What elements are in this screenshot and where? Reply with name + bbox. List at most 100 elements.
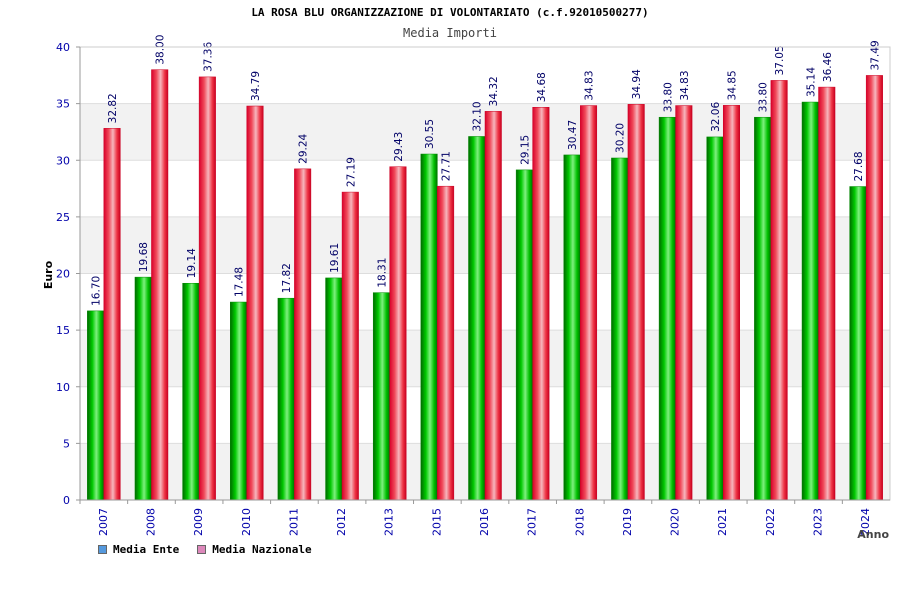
bar-media-nazionale — [151, 69, 169, 501]
bar-media-nazionale — [722, 105, 740, 501]
data-label: 18.31 — [376, 258, 388, 288]
x-axis-label: Anno — [857, 528, 889, 541]
bar-media-ente — [849, 186, 867, 501]
bar-media-nazionale — [389, 166, 407, 501]
bars: 16.70 32.82 19.68 38.00 19.14 37.36 17.48 34.79… — [87, 35, 883, 501]
bar-media-ente — [658, 116, 676, 501]
x-tick-label: 2019 — [621, 508, 634, 536]
data-label: 17.82 — [281, 263, 293, 293]
x-tick-label: 2022 — [764, 508, 777, 536]
legend-item-ente: Media Ente — [98, 543, 179, 556]
data-label: 19.68 — [138, 242, 150, 272]
data-label: 34.79 — [250, 71, 262, 101]
x-tick-label: 2017 — [526, 508, 539, 536]
x-tick-label: 2012 — [335, 508, 348, 536]
y-tick-label: 5 — [63, 437, 70, 450]
data-label: 19.14 — [186, 248, 198, 278]
bar-media-nazionale — [484, 111, 502, 501]
data-label: 29.15 — [519, 135, 531, 165]
data-label: 30.47 — [567, 120, 579, 150]
bar-media-ente — [277, 297, 295, 501]
bar-media-nazionale — [770, 80, 788, 501]
data-label: 36.46 — [822, 52, 834, 82]
bar-media-nazionale — [532, 106, 550, 501]
bar-media-ente — [230, 301, 248, 501]
data-label: 38.00 — [155, 35, 167, 65]
bar-media-nazionale — [818, 86, 836, 501]
bar-media-ente — [515, 169, 533, 501]
data-label: 27.71 — [441, 151, 453, 181]
bar-media-nazionale — [341, 191, 359, 501]
legend: Media Ente Media Nazionale — [98, 543, 312, 556]
x-tick-label: 2023 — [812, 508, 825, 536]
bar-media-ente — [134, 276, 152, 501]
bar-media-nazionale — [103, 128, 121, 501]
data-label: 30.20 — [615, 123, 627, 153]
bar-media-ente — [87, 310, 105, 501]
bar-media-nazionale — [627, 104, 645, 501]
data-label: 33.80 — [758, 82, 770, 112]
x-tick-label: 2013 — [383, 508, 396, 536]
x-tick-label: 2011 — [287, 508, 300, 536]
y-tick-label: 20 — [56, 268, 70, 281]
data-label: 34.94 — [631, 69, 643, 99]
data-label: 30.55 — [424, 119, 436, 149]
data-label: 34.68 — [536, 72, 548, 102]
data-label: 19.61 — [329, 243, 341, 273]
data-label: 34.83 — [679, 70, 691, 100]
y-axis-label: Euro — [42, 260, 55, 289]
data-label: 37.05 — [774, 45, 786, 75]
legend-label-nazionale: Media Nazionale — [212, 543, 312, 556]
bar-media-nazionale — [294, 168, 312, 501]
x-tick-label: 2020 — [669, 508, 682, 536]
data-label: 37.36 — [202, 42, 214, 72]
bar-media-ente — [706, 136, 724, 501]
data-label: 35.14 — [805, 67, 817, 97]
legend-item-nazionale: Media Nazionale — [197, 543, 312, 556]
bar-media-nazionale — [198, 76, 216, 501]
bar-media-ente — [563, 154, 581, 501]
y-tick-label: 10 — [56, 381, 70, 394]
data-label: 34.32 — [488, 76, 500, 106]
y-tick-label: 30 — [56, 154, 70, 167]
bar-media-nazionale — [580, 105, 598, 501]
bar-media-nazionale — [437, 185, 455, 501]
y-tick-label: 25 — [56, 211, 70, 224]
axes: 0 5 10 15 20 25 30 35 40 2007 2008 2009 2010 2011 2012… — [56, 41, 891, 536]
data-label: 27.68 — [853, 151, 865, 181]
data-label: 16.70 — [91, 276, 103, 306]
x-tick-label: 2008 — [144, 508, 157, 536]
data-label: 29.43 — [393, 132, 405, 162]
x-tick-label: 2009 — [192, 508, 205, 536]
data-label: 17.48 — [234, 267, 246, 297]
legend-label-ente: Media Ente — [113, 543, 180, 556]
x-tick-label: 2021 — [716, 508, 729, 536]
bar-media-nazionale — [675, 105, 693, 501]
bar-media-ente — [372, 292, 390, 501]
data-label: 34.83 — [584, 70, 596, 100]
data-label: 32.82 — [107, 93, 119, 123]
x-tick-label: 2016 — [478, 508, 491, 536]
y-tick-label: 35 — [56, 98, 70, 111]
chart-subtitle: Media Importi — [403, 26, 497, 40]
x-tick-label: 2024 — [859, 508, 872, 536]
bar-media-nazionale — [246, 105, 264, 501]
data-label: 29.24 — [298, 133, 310, 163]
data-label: 33.80 — [662, 82, 674, 112]
bar-media-ente — [420, 153, 438, 501]
bar-media-ente — [468, 136, 486, 501]
bar-media-ente — [182, 282, 200, 501]
data-label: 37.49 — [869, 40, 881, 70]
x-tick-label: 2007 — [97, 508, 110, 536]
x-tick-label: 2010 — [240, 508, 253, 536]
x-tick-label: 2018 — [573, 508, 586, 536]
legend-swatch-nazionale — [197, 545, 207, 554]
bar-media-ente — [325, 277, 343, 501]
bar-media-ente — [801, 101, 819, 501]
legend-swatch-ente — [98, 545, 107, 554]
data-label: 32.10 — [472, 101, 484, 131]
y-tick-label: 40 — [56, 41, 70, 54]
x-tick-label: 2015 — [430, 508, 443, 536]
bar-media-ente — [611, 157, 629, 501]
